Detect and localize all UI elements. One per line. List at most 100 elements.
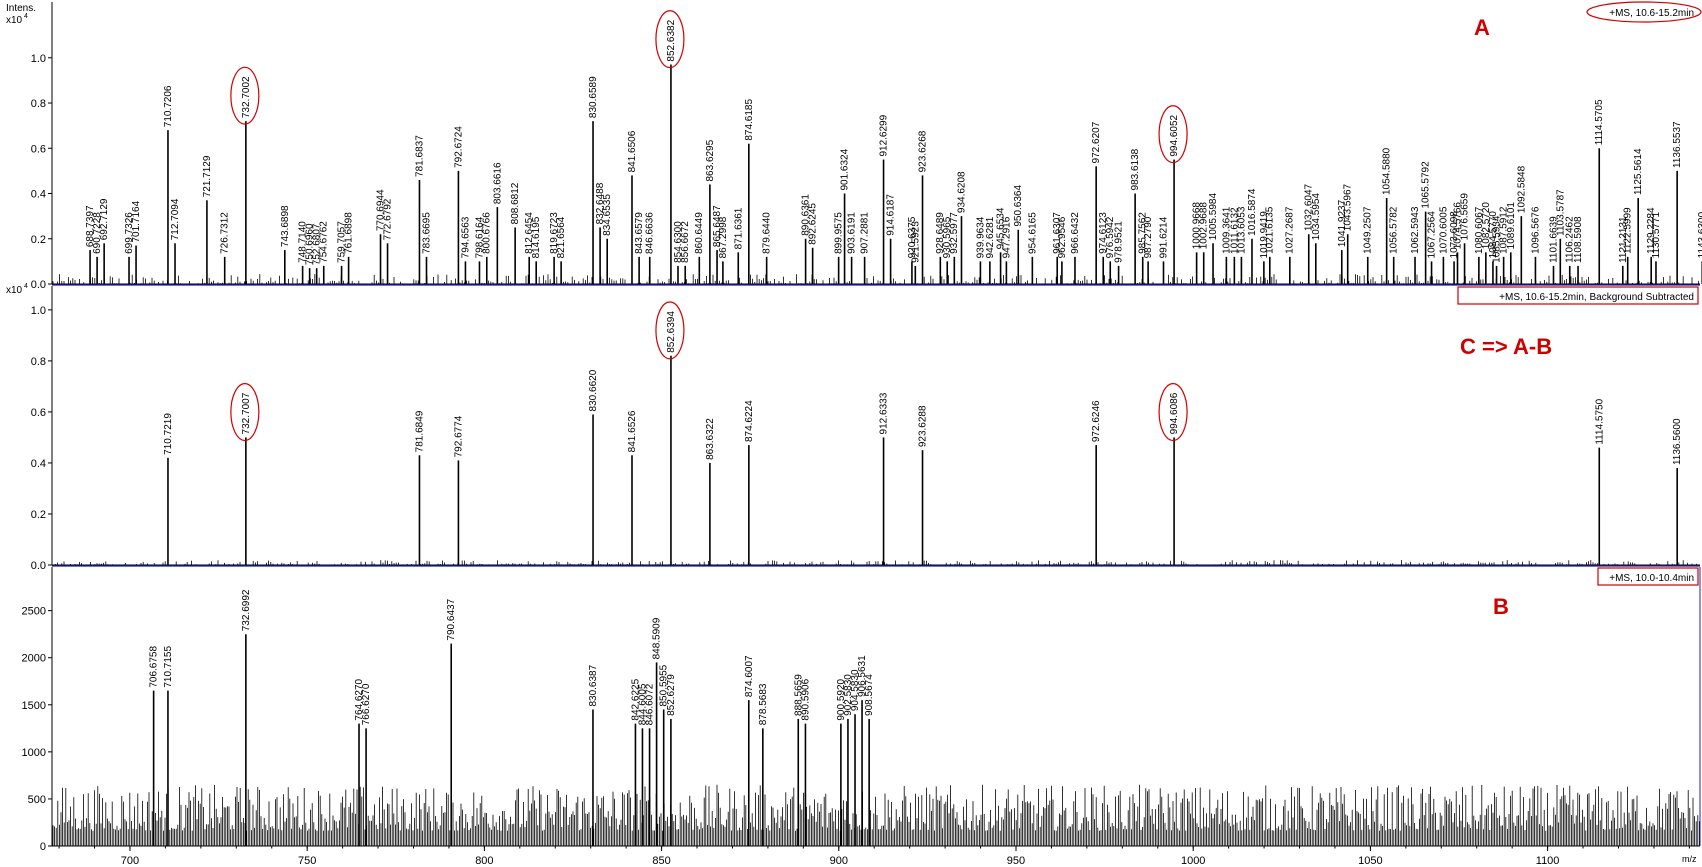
peak-label: 1103.5787 [1555, 189, 1566, 236]
peak-label: 841.6506 [627, 130, 638, 172]
peak-label: 903.6191 [847, 212, 858, 254]
spectrum-baseline-noise [54, 560, 1699, 565]
peak-label: 721.7129 [202, 155, 213, 197]
peak-label: 772.6792 [383, 198, 394, 240]
x-tick-label: 1100 [1536, 855, 1560, 867]
peak-label: 842.6225 [630, 678, 641, 720]
peak-label: 794.6563 [460, 216, 471, 258]
peak-label: 892.6245 [808, 203, 819, 245]
peak-label: 1080.6067 [1474, 206, 1485, 254]
peak-label: 962.9546 [1057, 216, 1068, 258]
peak-label: 888.5659 [793, 674, 804, 716]
peak-label: 947.2916 [1001, 216, 1012, 258]
peak-label: 1089.6101 [1506, 202, 1517, 250]
peak-label: 1032.6047 [1304, 183, 1315, 231]
y-tick-label: 0.4 [31, 458, 46, 470]
peak-label: 978.9521 [1114, 221, 1125, 263]
peak-label: 904.5830 [850, 669, 861, 711]
peak-label: 726.7312 [220, 212, 231, 254]
peak-label: 1041.9237 [1337, 199, 1348, 247]
peak-label: 902.5830 [843, 674, 854, 716]
peak-label: 1000.9668 [1192, 202, 1203, 250]
peak-label: 748.7140 [298, 221, 309, 263]
y-tick-label: 0.8 [31, 356, 46, 368]
peak-label: 1016.5874 [1247, 188, 1258, 236]
y-tick-label: 0.6 [31, 143, 46, 155]
peak-label: 710.7155 [163, 646, 174, 688]
peak-label: 899.9575 [834, 212, 845, 254]
panel-header-text: +MS, 10.0-10.4min [1609, 573, 1694, 584]
peak-label: 874.6185 [744, 99, 755, 141]
peak-label: 867.2998 [718, 216, 729, 258]
peak-label: 792.6724 [453, 126, 464, 168]
peak-label: 1092.5848 [1516, 165, 1527, 213]
y-tick-label: 0.2 [31, 509, 46, 521]
peak-label: 930.5965 [942, 216, 953, 258]
exponent-power: 4 [24, 13, 28, 20]
peak-label: 781.6849 [414, 410, 425, 452]
peak-label: 834.6535 [602, 194, 613, 236]
peak-label: 1125.5614 [1633, 148, 1644, 195]
y-tick-label: 1500 [22, 700, 46, 712]
peak-label: 752.6807 [312, 223, 323, 265]
y-tick-label: 500 [28, 794, 46, 806]
peak-label: 907.2881 [860, 212, 871, 254]
peak-label: 690.7228 [92, 212, 103, 254]
peak-label: 934.6208 [957, 171, 968, 213]
x-axis-label: m/z [1682, 854, 1697, 864]
peak-label: 1101.6639 [1549, 216, 1560, 263]
peak-label: 1009.3641 [1221, 206, 1232, 254]
peak-label: 961.6307 [1052, 212, 1063, 254]
peak-label: 761.6898 [344, 212, 355, 254]
peak-label: 1056.5782 [1389, 206, 1400, 254]
peak-label: 830.6589 [588, 76, 599, 118]
highlight-circle [655, 10, 685, 69]
peak-label: 819.6723 [549, 212, 560, 254]
y-tick-label: 2000 [22, 653, 46, 665]
peak-label: 912.6299 [878, 114, 889, 156]
peak-label: 830.6387 [588, 664, 599, 706]
peak-label: 754.6762 [319, 221, 330, 263]
peak-label: 764.6270 [354, 678, 365, 720]
peak-label: 1122.5999 [1623, 207, 1634, 254]
peak-label: 912.6333 [879, 392, 890, 434]
y-tick-label: 0.0 [31, 279, 46, 291]
peak-label: 921.5923 [910, 221, 921, 263]
peak-label: 1065.5792 [1421, 161, 1432, 209]
peak-label: 954.6165 [1027, 212, 1038, 254]
peak-label: 1143.6300 [1697, 211, 1702, 258]
peak-label: 800.6766 [482, 212, 493, 254]
exponent-label: x10 [6, 285, 23, 296]
highlight-circle [1158, 105, 1188, 164]
y-tick-label: 0.0 [31, 560, 46, 572]
panel-letter: C => A-B [1460, 334, 1552, 359]
peak-label: 710.7206 [163, 85, 174, 127]
x-tick-label: 1000 [1181, 855, 1205, 867]
x-tick-label: 700 [121, 855, 139, 867]
peak-label: 923.6288 [917, 405, 928, 447]
peak-label: 1130.5771 [1651, 211, 1662, 258]
peak-label: 1114.5705 [1594, 99, 1605, 145]
peak-label: 863.6295 [705, 139, 716, 181]
peak-label: 803.6616 [492, 162, 503, 204]
peak-label: 1062.5943 [1410, 206, 1421, 254]
peak-label: 706.6758 [149, 646, 160, 688]
header-ellipse [1586, 1, 1702, 23]
peak-label: 732.6992 [241, 589, 252, 631]
peak-label: 1049.2507 [1363, 206, 1374, 254]
peak-label: 732.7007 [241, 392, 252, 434]
peak-label: 1108.5908 [1573, 216, 1584, 263]
peak-label: 1021.6135 [1265, 206, 1276, 254]
panel-letter: B [1493, 594, 1509, 619]
peak-label: 942.6281 [985, 216, 996, 258]
y-tick-label: 0.8 [31, 98, 46, 110]
spectrum-baseline-noise [52, 274, 1699, 284]
panel-header-text: +MS, 10.6-15.2min [1609, 8, 1694, 19]
peak-label: 812.6454 [524, 212, 535, 254]
peak-label: 1082.5720 [1481, 202, 1492, 250]
peak-label: 843.6579 [634, 212, 645, 254]
y-tick-label: 0.2 [31, 234, 46, 246]
peak-label: 890.5906 [800, 678, 811, 720]
peak-label: 852.6279 [666, 674, 677, 716]
